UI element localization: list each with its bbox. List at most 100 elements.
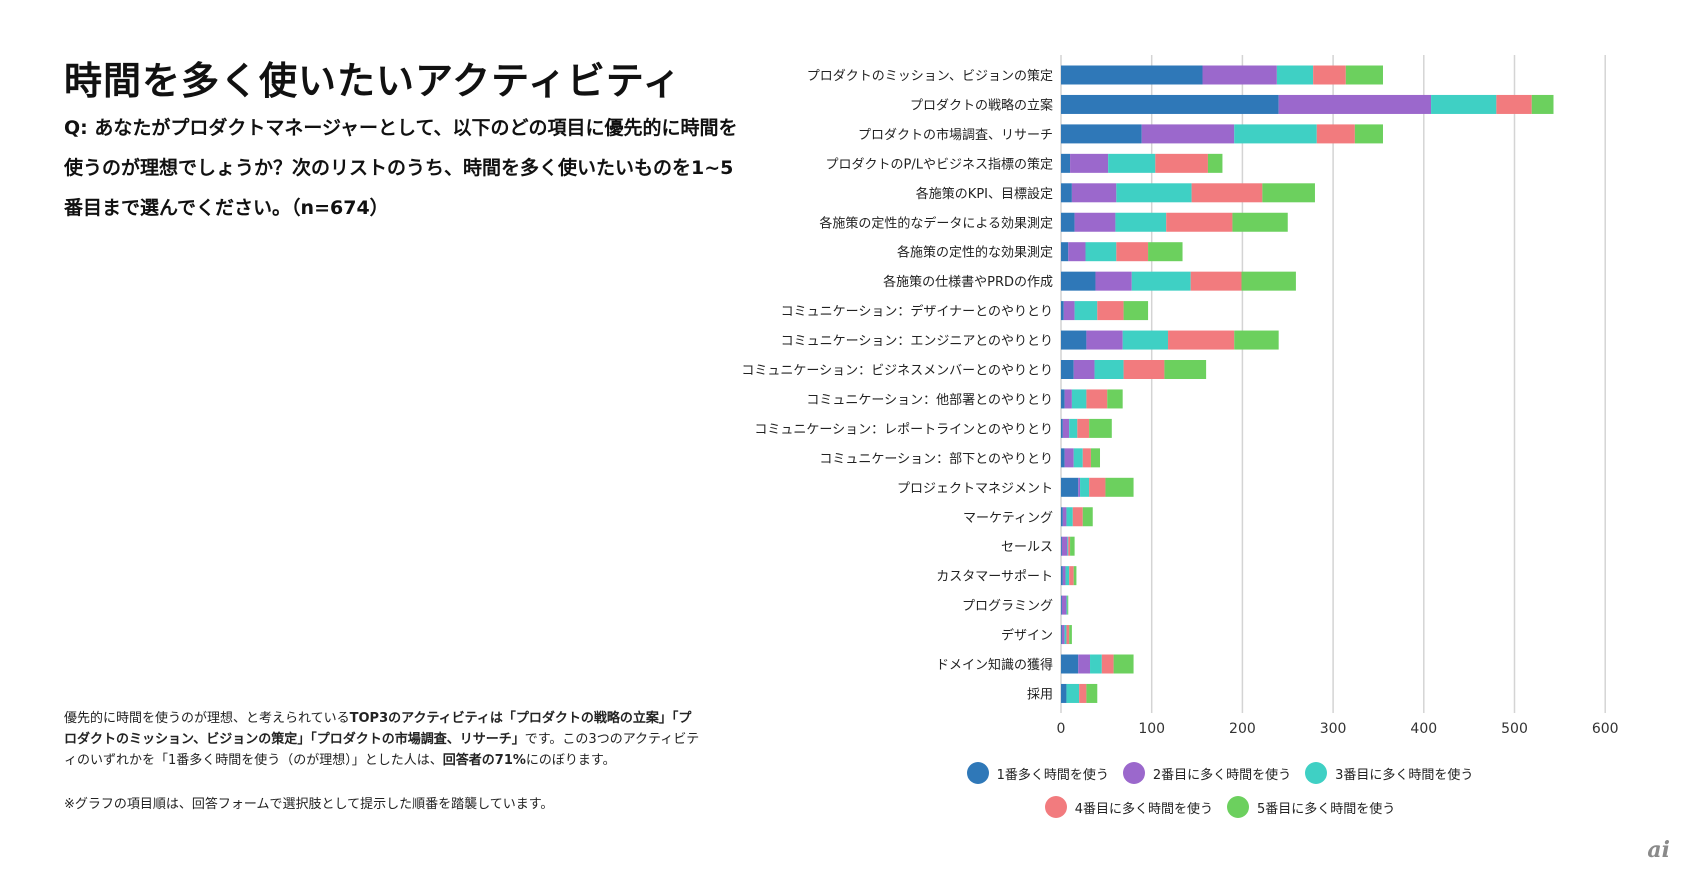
bar-segment-1 [1061,448,1065,468]
bar-segment-1 [1061,271,1096,291]
x-tick-label: 400 [1410,721,1437,737]
bar-segment-4 [1168,330,1235,350]
bar-segment-5 [1241,271,1296,291]
bar-segment-2 [1061,625,1065,645]
x-axis-ticks: 0 100 200 300 400 500 600 [1057,721,1619,737]
bar-segment-1 [1061,94,1279,114]
bar-segment-4 [1123,360,1165,379]
category-label: 各施策の仕様書やPRDの作成 [883,274,1053,290]
legend-swatch-icon [1044,796,1067,818]
bar-segment-4 [1079,683,1087,703]
summary-text: 優先的に時間を使うのが理想、と考えられているTOP3のアクティビティは「プロダク… [64,708,704,771]
legend-swatch-icon [1122,762,1145,784]
bar-segment-5 [1531,94,1554,114]
category-label: コミュニケーション：デザイナーとのやりとり [781,304,1053,320]
category-label: プロダクトの市場調査、リサーチ [858,127,1053,143]
bar-segment-5 [1070,536,1075,556]
category-label: コミュニケーション：部下とのやりとり [819,452,1053,467]
bar-segment-2 [1063,301,1075,321]
bar-segment-2 [1095,271,1132,291]
category-label: マーケティング [963,511,1053,526]
bar-segment-2 [1062,418,1070,438]
bar-segment-1 [1061,389,1065,409]
x-tick-label: 600 [1592,721,1619,737]
summary-highlight: 回答者の71% [442,753,526,768]
x-tick-label: 300 [1320,721,1347,737]
bar-segment-4 [1089,477,1106,497]
legend-item: 5番目に多く時間を使う [1227,796,1395,818]
bar-segment-2 [1071,183,1117,203]
category-label: プロジェクトマネジメント [897,481,1053,496]
bar-segment-3 [1431,94,1497,114]
bar-segment-2 [1068,242,1086,262]
x-tick-label: 200 [1229,721,1256,737]
bar-segment-3 [1066,507,1073,527]
bar-segment-2 [1070,153,1109,173]
bar-segment-2 [1078,477,1081,497]
bar-segment-1 [1061,683,1067,703]
bar-segment-3 [1069,418,1078,438]
bar-segment-2 [1062,507,1067,527]
bar-segment-2 [1062,566,1066,586]
bar-segment-5 [1090,448,1101,468]
legend: 1番多く時間を使う 2番目に多く時間を使う 3番目に多く時間を使う 4番目に多く時間… [900,762,1540,830]
bar-segment-1 [1061,124,1142,144]
bar-segment-1 [1061,477,1079,497]
bar-segment-3 [1115,212,1167,232]
category-label: セールス [1001,540,1053,555]
bar-segment-1 [1061,360,1074,379]
bar-segment-4 [1190,271,1242,291]
bar-segment-5 [1232,212,1288,232]
bar-segment-3 [1122,330,1169,350]
bar-segment-4 [1082,448,1091,468]
bar-segment-5 [1086,683,1098,703]
summary-part: にのぼります。 [525,753,616,768]
summary-part: です。この3つのアクティビティのいずれかを「1番多く時間を使う（のが理想）」とし… [64,732,700,768]
bar-segment-3 [1234,124,1317,144]
category-label: デザイン [1001,628,1053,644]
legend-swatch-icon [966,762,989,784]
x-tick-label: 100 [1138,721,1165,737]
bar-segment-5 [1207,153,1223,173]
legend-swatch-icon [1305,762,1328,784]
bar-segment-2 [1202,65,1277,85]
category-label: プロダクトの戦略の立案 [910,97,1053,113]
bar-segment-4 [1191,183,1263,203]
bar-segment-2 [1086,330,1123,350]
bar-segment-1 [1061,183,1072,203]
bar-segment-4 [1316,124,1355,144]
bar-segment-4 [1069,566,1074,586]
category-label: 各施策の定性的な効果測定 [897,245,1053,261]
bar-segment-1 [1061,212,1075,232]
bar-segment-3 [1094,360,1124,379]
legend-label: 4番目に多く時間を使う [1074,801,1213,817]
category-label: プログラミング [962,599,1053,614]
bar-segment-5 [1113,654,1134,674]
bar-segment-5 [1262,183,1315,203]
category-label: コミュニケーション：レポートラインとのやりとり [754,422,1053,437]
bar-segment-1 [1061,566,1063,586]
legend-label: 3番目に多く時間を使う [1335,767,1474,783]
survey-question: Q: あなたがプロダクトマネージャーとして、以下のどの項目に優先的に時間を使うの… [64,117,738,219]
bar-segment-1 [1061,65,1203,85]
bar-segment-3 [1131,271,1191,291]
bar-segment-3 [1090,654,1102,674]
category-label: プロダクトのP/Lやビジネス指標の策定 [826,156,1053,172]
category-label: コミュニケーション：ビジネスメンバーとのやりとり [741,364,1053,379]
bar-segment-1 [1061,330,1087,350]
legend-item: 4番目に多く時間を使う [1044,796,1213,818]
category-label: ドメイン知識の獲得 [936,657,1053,673]
bar-segment-2 [1078,654,1091,674]
bar-segment-3 [1073,448,1083,468]
bar-segment-4 [1116,242,1149,262]
category-label: カスタマーサポート [936,570,1053,585]
bar-segment-3 [1276,65,1314,85]
bar-segment-1 [1061,536,1062,556]
bar-segment-3 [1085,242,1117,262]
bar-segment-4 [1077,418,1090,438]
category-label: コミュニケーション：エンジニアとのやりとり [781,334,1053,349]
bar-segment-4 [1155,153,1208,173]
legend-label: 2番目に多く時間を使う [1152,767,1292,783]
bar-segment-5 [1073,566,1077,586]
